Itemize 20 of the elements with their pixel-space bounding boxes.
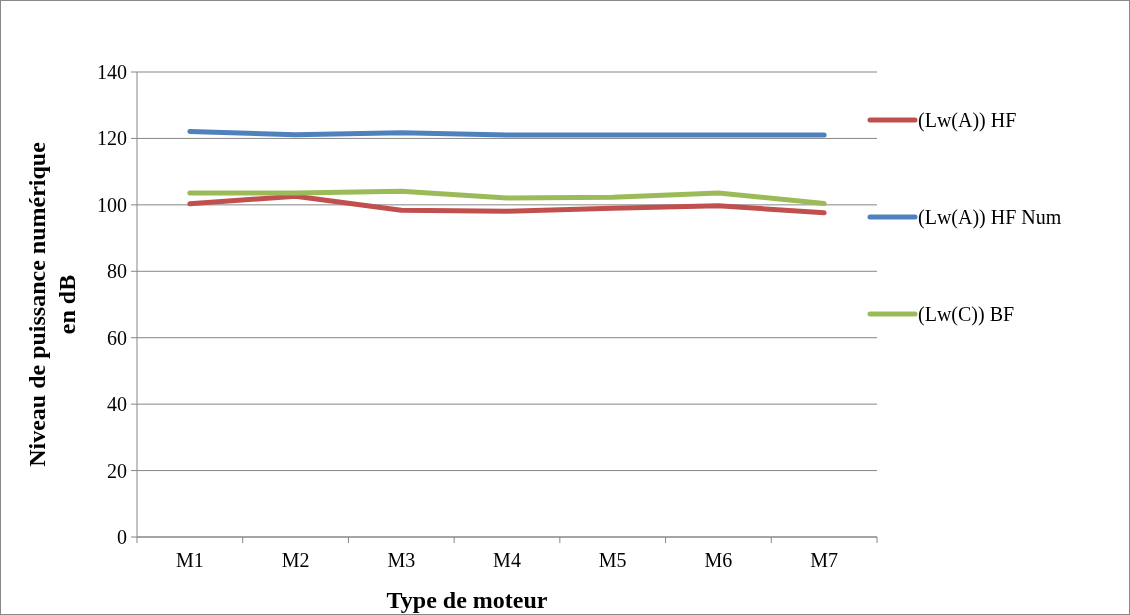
y-tick-label: 140 bbox=[97, 61, 127, 83]
legend-label: (Lw(A)) HF bbox=[918, 109, 1017, 132]
x-tick-label: M3 bbox=[387, 549, 416, 571]
x-tick-label: M6 bbox=[704, 549, 733, 571]
x-tick-label: M1 bbox=[175, 549, 204, 571]
y-tick-label: 120 bbox=[97, 127, 127, 150]
legend-label: (Lw(A)) HF Num bbox=[918, 206, 1062, 229]
legend-label: (Lw(C)) BF bbox=[918, 303, 1015, 326]
x-tick-label: M7 bbox=[810, 549, 839, 571]
y-tick-label: 80 bbox=[107, 260, 127, 283]
y-tick-label: 60 bbox=[107, 326, 127, 349]
y-tick-label: 20 bbox=[107, 459, 127, 482]
y-tick-label: 0 bbox=[117, 526, 127, 548]
x-tick-label: M4 bbox=[493, 549, 521, 571]
x-tick-label: M2 bbox=[281, 549, 310, 571]
y-axis-title: Niveau de puissance numérique en dB bbox=[24, 141, 80, 467]
y-tick-label: 40 bbox=[107, 393, 127, 416]
x-axis-title: Type de moteur bbox=[386, 587, 548, 613]
y-tick-label: 100 bbox=[97, 193, 127, 216]
x-tick-label: M5 bbox=[598, 549, 627, 571]
